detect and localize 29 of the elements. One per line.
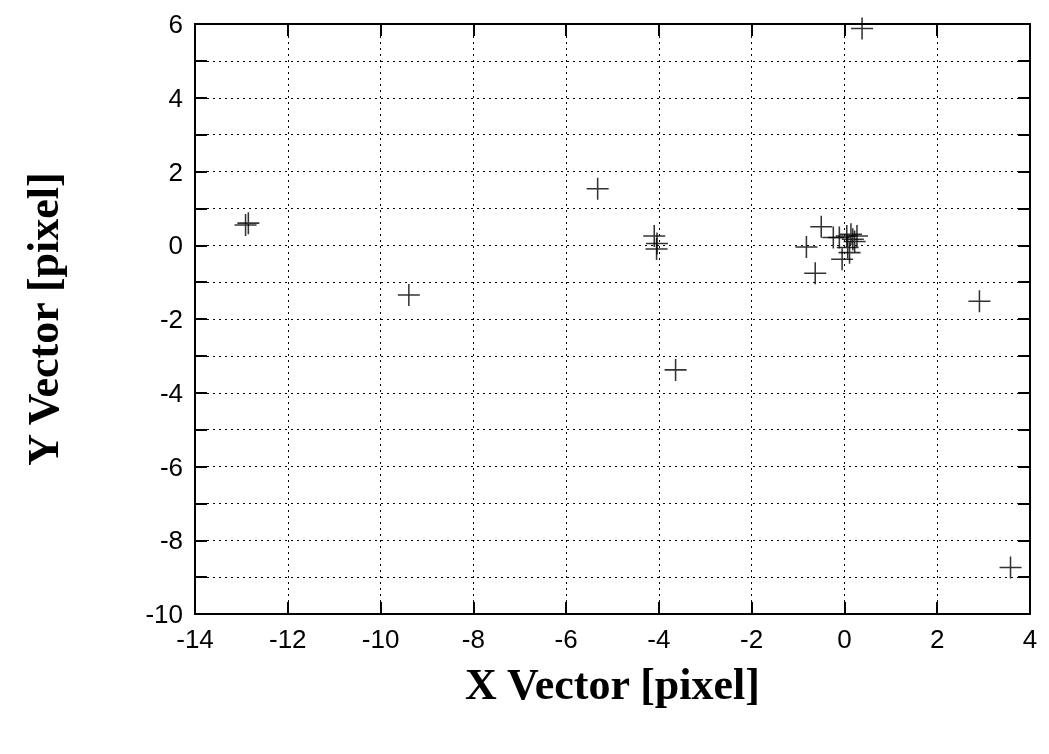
point (810, 215, 833, 238)
point (664, 358, 687, 381)
x-tick-label: -4 (647, 624, 671, 654)
x-tick-label: 4 (1022, 624, 1038, 654)
x-tick-label: 0 (837, 624, 852, 654)
point (397, 284, 420, 307)
x-tick-label: -12 (268, 624, 307, 654)
x-axis-title: X Vector [pixel] (465, 659, 760, 709)
point (804, 262, 827, 285)
y-tick-label: -8 (159, 525, 183, 556)
point (645, 237, 668, 260)
y-tick-label: 2 (168, 156, 183, 187)
x-tick-label: -2 (740, 624, 764, 654)
point (643, 225, 666, 248)
x-tick-label: 2 (929, 624, 945, 654)
y-tick-label: -4 (159, 377, 183, 408)
point (831, 248, 854, 271)
y-tick-label: -2 (159, 304, 183, 334)
point (851, 17, 874, 40)
y-tick-label: 0 (168, 230, 183, 261)
x-tick-label: -8 (461, 624, 485, 654)
x-tick-label: -6 (554, 624, 578, 654)
y-tick-label: 4 (168, 82, 183, 113)
point (586, 177, 609, 200)
x-tick-label: -10 (361, 624, 400, 654)
y-tick-label: 6 (168, 9, 183, 39)
y-tick-label: -6 (159, 451, 183, 482)
point (795, 236, 818, 259)
y-axis-title: Y Vector [pixel] (18, 172, 68, 466)
